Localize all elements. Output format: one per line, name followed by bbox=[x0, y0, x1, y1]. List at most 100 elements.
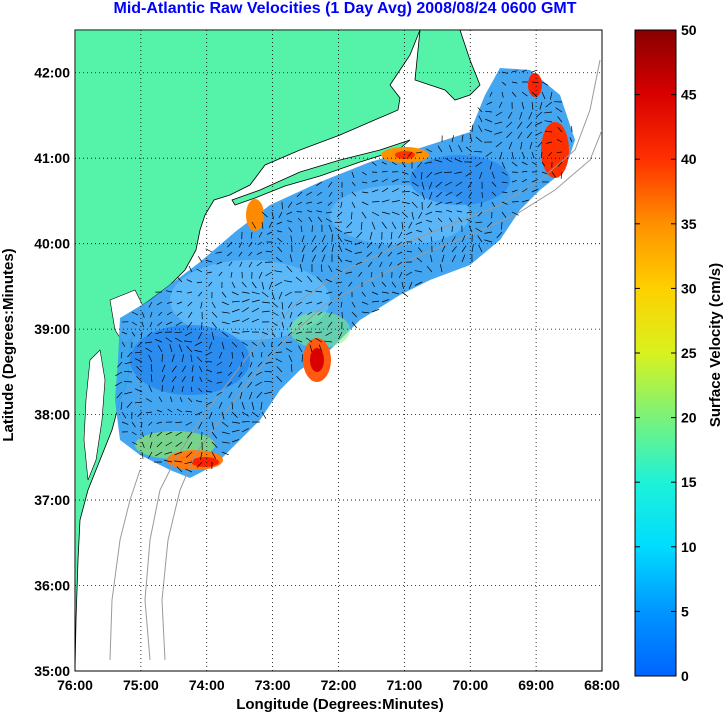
velocity-hotspot bbox=[310, 348, 324, 372]
velocity-arrow bbox=[158, 396, 163, 403]
velocity-arrow bbox=[468, 191, 473, 198]
velocity-arrow bbox=[391, 281, 397, 288]
velocity-arrow bbox=[311, 245, 318, 253]
velocity-arrow bbox=[461, 134, 464, 143]
velocity-arrow bbox=[211, 421, 215, 430]
velocity-arrow bbox=[267, 351, 273, 357]
velocity-arrow bbox=[241, 318, 250, 323]
velocity-arrow bbox=[501, 221, 503, 230]
velocity-arrow bbox=[406, 250, 413, 253]
velocity-arrow bbox=[448, 217, 453, 223]
velocity-arrow bbox=[478, 125, 483, 133]
velocity-arrow bbox=[437, 217, 443, 223]
velocity-arrow bbox=[295, 339, 303, 343]
velocity-arrow bbox=[227, 381, 233, 387]
velocity-arrow bbox=[156, 431, 163, 437]
velocity-arrow bbox=[440, 226, 443, 233]
velocity-arrow bbox=[520, 141, 523, 150]
velocity-arrow bbox=[216, 361, 223, 366]
velocity-hotspot bbox=[541, 122, 569, 178]
velocity-arrow bbox=[184, 331, 193, 336]
velocity-arrow bbox=[150, 374, 153, 383]
velocity-arrow bbox=[411, 201, 418, 209]
velocity-arrow bbox=[381, 170, 388, 173]
velocity-arrow bbox=[185, 468, 193, 473]
velocity-arrow bbox=[307, 275, 313, 283]
velocity-arrow bbox=[529, 141, 533, 149]
velocity-arrow bbox=[381, 291, 389, 294]
velocity-arrow bbox=[187, 301, 193, 307]
velocity-arrow bbox=[241, 331, 250, 333]
velocity-arrow bbox=[331, 244, 334, 253]
velocity-arrow bbox=[250, 231, 253, 239]
velocity-arrow bbox=[445, 191, 453, 196]
velocity-arrow bbox=[188, 265, 193, 273]
velocity-arrow bbox=[186, 431, 193, 439]
velocity-arrow bbox=[121, 411, 127, 419]
velocity-arrow bbox=[531, 161, 537, 166]
velocity-arrow bbox=[221, 311, 230, 314]
velocity-arrow bbox=[251, 281, 257, 289]
velocity-arrow bbox=[194, 349, 203, 353]
velocity-arrow bbox=[247, 381, 253, 388]
velocity-arrow bbox=[257, 361, 263, 367]
velocity-arrow bbox=[275, 257, 283, 263]
velocity-arrow bbox=[231, 421, 240, 424]
velocity-arrow bbox=[428, 181, 433, 190]
velocity-arrow bbox=[131, 441, 138, 445]
velocity-arrow bbox=[321, 234, 326, 243]
colorbar-tick-label: 25 bbox=[681, 345, 697, 361]
velocity-arrow bbox=[251, 411, 259, 418]
velocity-arrow bbox=[271, 291, 275, 300]
velocity-arrow bbox=[401, 281, 404, 290]
velocity-arrow bbox=[371, 281, 375, 288]
velocity-arrow bbox=[325, 278, 333, 283]
velocity-arrow bbox=[494, 121, 503, 125]
velocity-arrow bbox=[156, 441, 163, 448]
velocity-arrow bbox=[486, 101, 493, 105]
velocity-arrow bbox=[218, 271, 223, 277]
velocity-patch-green bbox=[290, 312, 350, 348]
velocity-arrow bbox=[361, 301, 369, 305]
velocity-arrow bbox=[261, 331, 269, 335]
velocity-arrow bbox=[261, 211, 268, 218]
velocity-arrow bbox=[381, 187, 389, 193]
velocity-arrow bbox=[496, 231, 503, 239]
velocity-arrow bbox=[174, 331, 183, 334]
velocity-arrow bbox=[248, 251, 253, 257]
velocity-arrow bbox=[176, 290, 183, 293]
velocity-arrow bbox=[158, 311, 163, 316]
velocity-arrow bbox=[361, 181, 368, 184]
velocity-arrow bbox=[241, 351, 245, 358]
velocity-arrow bbox=[351, 301, 356, 308]
velocity-arrow bbox=[485, 110, 493, 113]
velocity-arrow bbox=[486, 221, 493, 228]
velocity-arrow bbox=[290, 364, 293, 373]
velocity-arrow bbox=[344, 231, 353, 234]
velocity-arrow bbox=[231, 319, 240, 323]
velocity-arrow bbox=[507, 111, 513, 119]
velocity-arrow bbox=[231, 331, 240, 334]
colorbar-tick-label: 50 bbox=[681, 22, 697, 38]
velocity-arrow bbox=[531, 69, 538, 73]
velocity-arrow bbox=[535, 111, 543, 118]
velocity-arrow bbox=[307, 311, 313, 316]
velocity-arrow bbox=[148, 451, 153, 459]
velocity-arrow bbox=[489, 161, 493, 170]
y-axis-label: Latitude (Degrees:Minutes) bbox=[0, 248, 17, 441]
velocity-patch-light bbox=[170, 260, 330, 340]
velocity-arrow bbox=[251, 299, 260, 303]
velocity-arrow bbox=[560, 171, 563, 179]
velocity-arrow bbox=[484, 239, 493, 243]
velocity-arrow bbox=[550, 91, 553, 100]
velocity-arrow bbox=[211, 331, 215, 340]
velocity-arrow bbox=[521, 199, 529, 203]
velocity-arrow bbox=[140, 331, 143, 338]
velocity-arrow bbox=[401, 191, 410, 193]
velocity-arrow bbox=[391, 161, 397, 166]
velocity-arrow bbox=[511, 151, 514, 160]
velocity-arrow bbox=[206, 391, 213, 393]
velocity-arrow bbox=[435, 211, 443, 213]
velocity-arrow bbox=[196, 461, 203, 468]
colorbar-tick-label: 45 bbox=[681, 87, 697, 103]
